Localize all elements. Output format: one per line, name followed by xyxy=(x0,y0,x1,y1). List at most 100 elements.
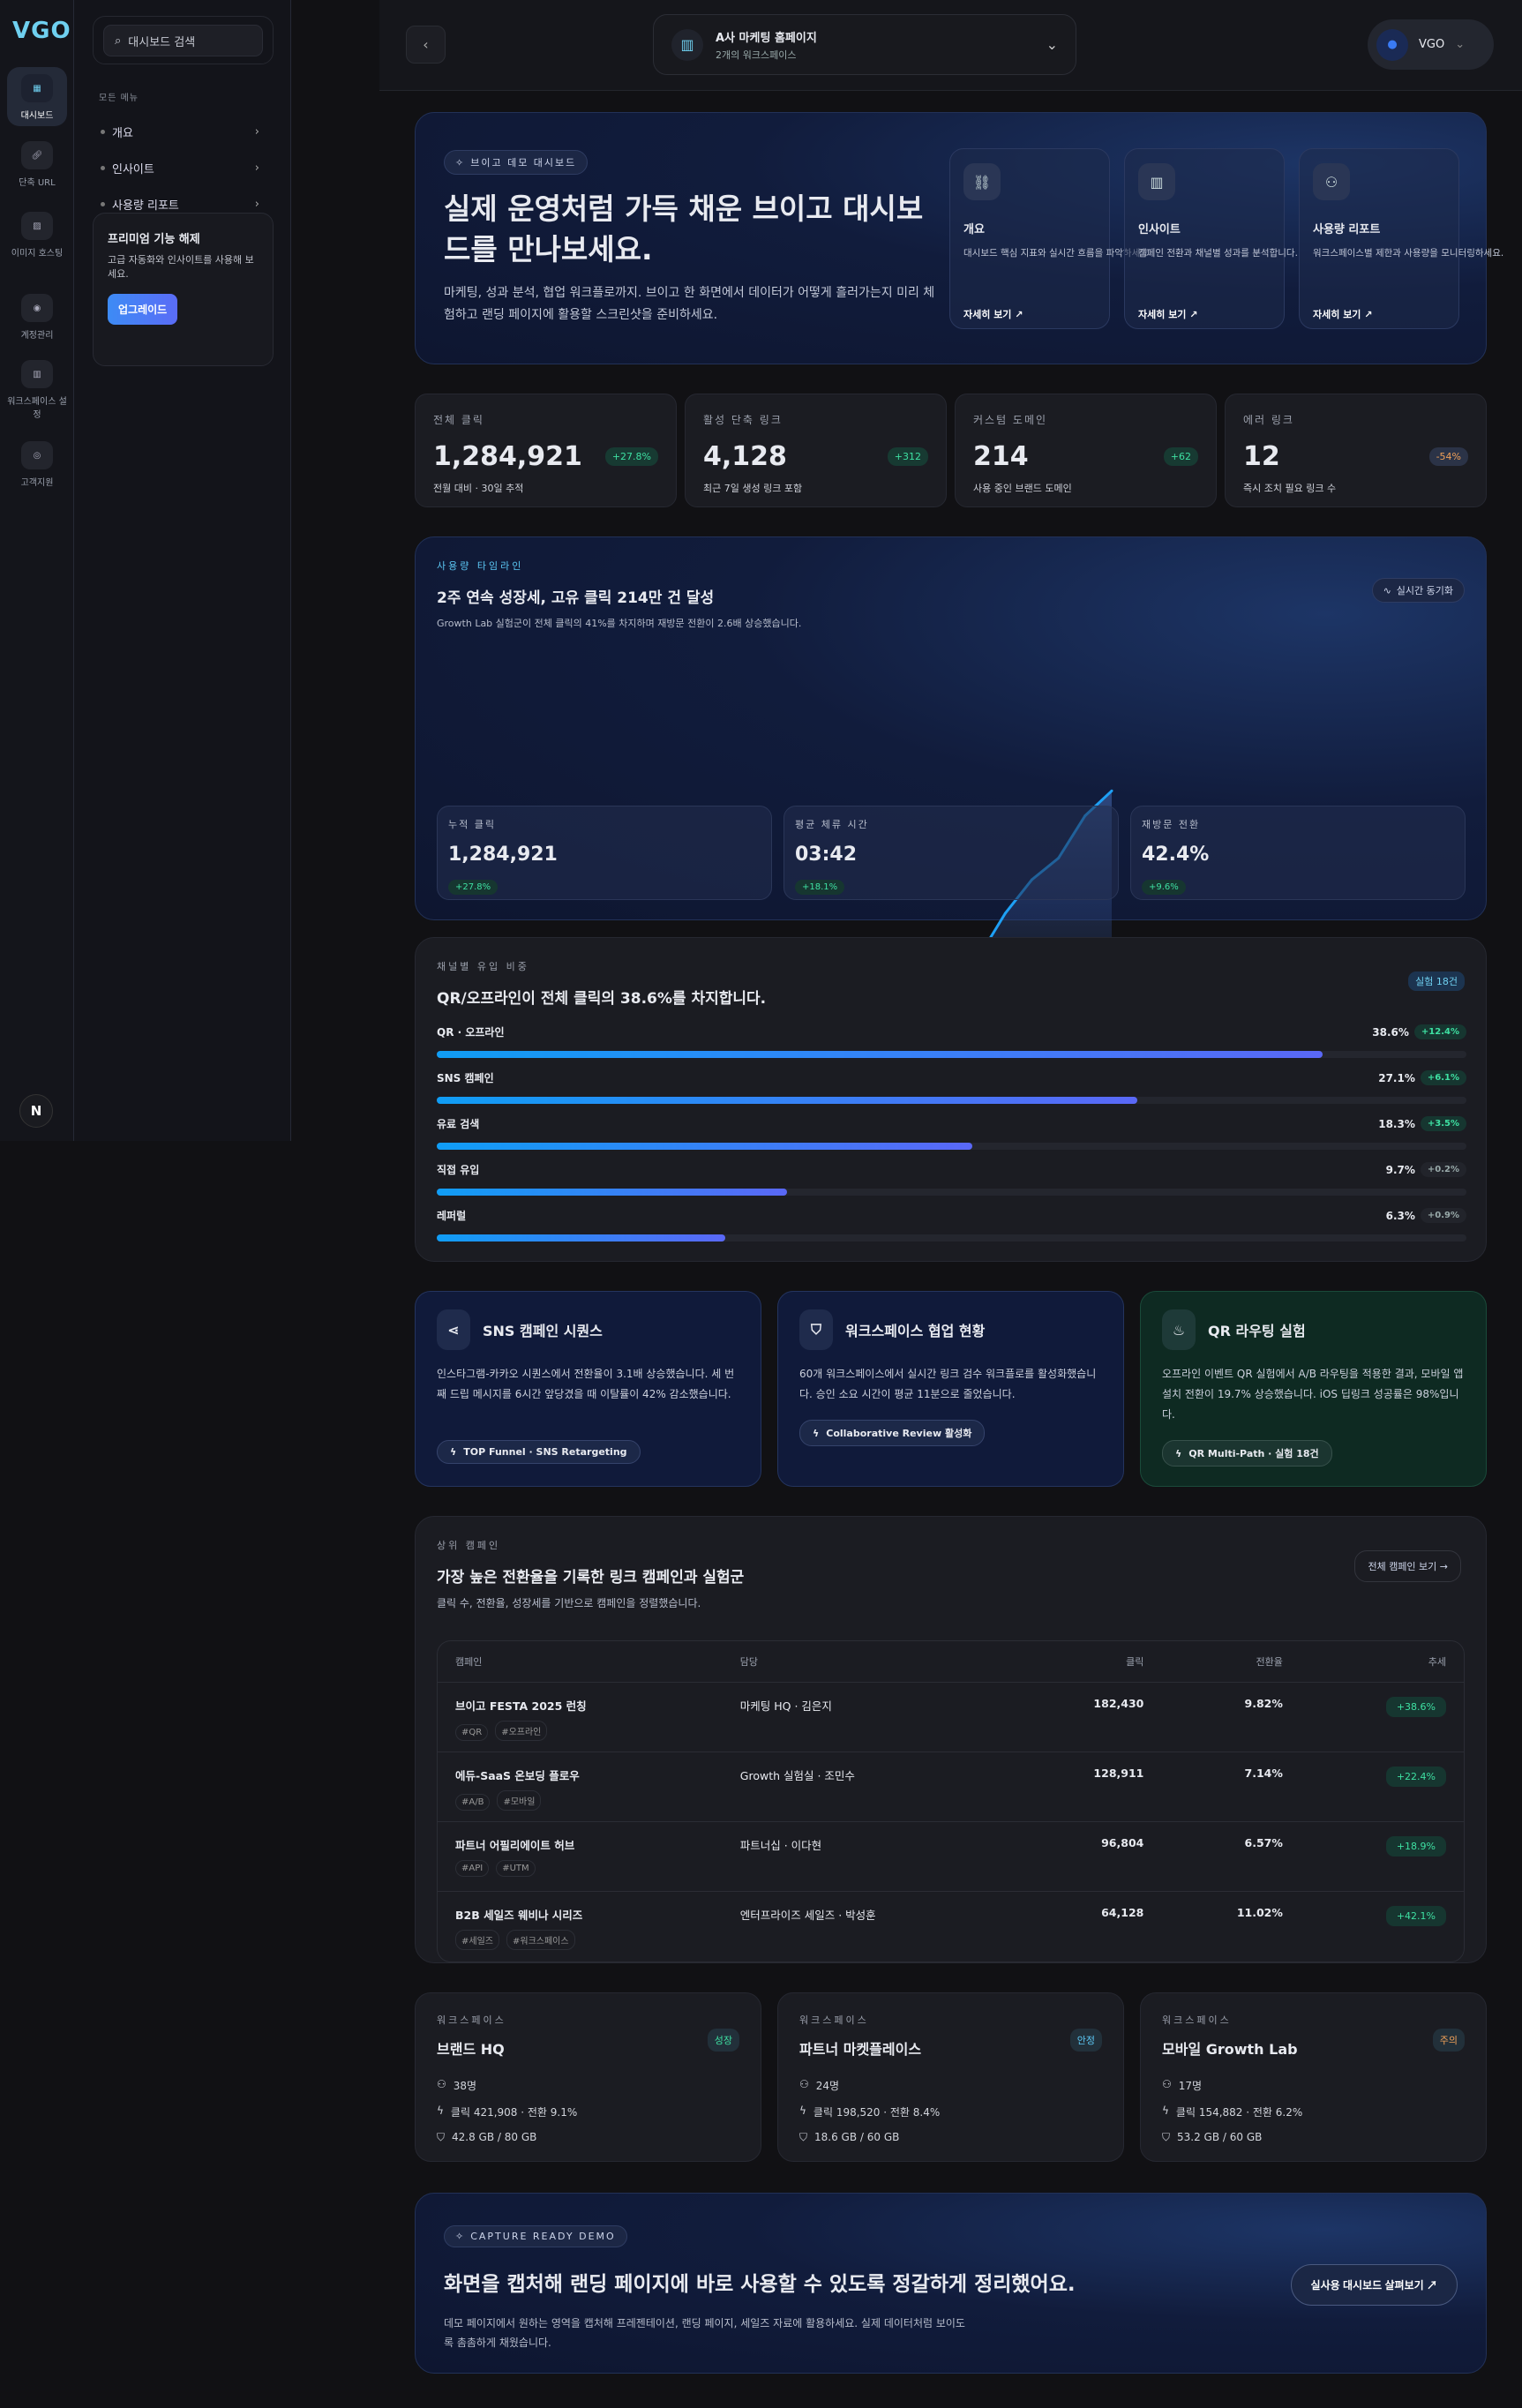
status-badge: 성장 xyxy=(707,2029,739,2052)
workspace-card[interactable]: 워크스페이스 파트너 마켓플레이스 안정 ⚇ 24명 ϟ 클릭 198,520 · 전환 8… xyxy=(777,1992,1124,2162)
premium-promo: 프리미엄 기능 해제 고급 자동화와 인사이트를 사용해 보세요. 업그레이드 xyxy=(93,213,274,366)
metric-cumulative-clicks: 누적 클릭 1,284,921 +27.8% xyxy=(437,806,772,900)
top-bar: ‹ ▥ A사 마케팅 홈페이지 2개의 워크스페이스 ⌄ ● VGO ⌄ xyxy=(379,0,1522,91)
kpi-custom-domains: 커스텀 도메인 214 사용 중인 브랜드 도메인 +62 xyxy=(955,394,1217,507)
lifebuoy-icon: ◎ xyxy=(21,441,53,469)
explore-dashboard-button[interactable]: 실사용 대시보드 살펴보기 ↗ xyxy=(1290,2264,1458,2306)
campaigns-title: 가장 높은 전환율을 기록한 링크 캠페인과 실험군 xyxy=(437,1569,745,1587)
status-badge: 안정 xyxy=(1069,2029,1102,2052)
bolt-icon: ϟ xyxy=(450,1446,457,1458)
channel-pct: 27.1% xyxy=(1378,1071,1415,1084)
rail-item-short-url[interactable]: 🔗︎ 단축 URL xyxy=(7,141,67,188)
channel-share-card: 채널별 유입 비중 QR/오프라인이 전체 클릭의 38.6%를 차지합니다. … xyxy=(415,937,1487,1262)
hero-card-insights[interactable]: ▥ 인사이트 캠페인 전환과 채널별 성과를 분석합니다. 자세히 보기 ↗ xyxy=(1124,148,1298,329)
campaign-tag: #세일즈 xyxy=(455,1930,499,1950)
campaign-name: 에듀-SaaS 온보딩 플로우 xyxy=(455,1769,580,1782)
table-row[interactable]: B2B 세일즈 웨비나 시리즈 #세일즈 #워크스페이스 엔터프라이즈 세일즈 · 박… xyxy=(438,1892,1464,1962)
view-all-campaigns-button[interactable]: 전체 캠페인 보기 → xyxy=(1354,1550,1461,1582)
feature-tag[interactable]: ϟ QR Multi-Path · 실험 18건 xyxy=(1162,1440,1332,1467)
hero-title: 실제 운영처럼 가득 채운 브이고 대시보드를 만나보세요. xyxy=(444,191,924,267)
timeline-title: 2주 연속 성장세, 고유 클릭 214만 건 달성 xyxy=(437,589,715,607)
channel-name: 유료 검색 xyxy=(437,1118,480,1130)
hero-pill: ✧ 브이고 데모 대시보드 xyxy=(444,150,589,175)
bar-chart-icon: ▥ xyxy=(1138,163,1175,200)
feature-tag[interactable]: ϟ TOP Funnel · SNS Retargeting xyxy=(437,1440,641,1464)
capture-cta-banner: ✧ CAPTURE READY DEMO 화면을 캡처해 랜딩 페이지에 바로 사… xyxy=(415,2193,1487,2374)
metric-revisit-conversion: 재방문 전환 42.4% +9.6% xyxy=(1130,806,1466,900)
workspace-selector[interactable]: ▥ A사 마케팅 홈페이지 2개의 워크스페이스 ⌄ xyxy=(653,14,1076,75)
trend-badge: +18.9% xyxy=(1385,1836,1446,1857)
channel-pct: 9.7% xyxy=(1385,1163,1415,1176)
users-icon: ⚇ xyxy=(437,2078,446,2090)
feature-card-qr-routing: ♨ QR 라우팅 실험 오프라인 이벤트 QR 실험에서 A/B 라우팅을 적용한 … xyxy=(1140,1291,1487,1487)
building-icon: ▥ xyxy=(671,28,703,61)
channel-bar-track xyxy=(437,1234,1466,1242)
workspace-card[interactable]: 워크스페이스 모바일 Growth Lab 주의 ⚇ 17명 ϟ 클릭 154,882 · … xyxy=(1140,1992,1487,2162)
image-icon: ▨ xyxy=(21,212,53,240)
delta-badge: +27.8% xyxy=(604,447,658,466)
bolt-icon: ϟ xyxy=(799,2104,806,2117)
channel-delta: +0.2% xyxy=(1420,1162,1466,1177)
details-link[interactable]: 자세히 보기 ↗ xyxy=(1313,309,1373,320)
cta-title: 화면을 캡처해 랜딩 페이지에 바로 사용할 수 있도록 정갈하게 정리했어요. xyxy=(444,2273,1076,2296)
channel-pct: 38.6% xyxy=(1372,1025,1409,1039)
channel-bar-track xyxy=(437,1189,1466,1196)
feature-card-sns: ⋖ SNS 캠페인 시퀀스 인스타그램-카카오 시퀀스에서 전환율이 3.1배 상승… xyxy=(415,1291,761,1487)
table-row[interactable]: 파트너 어필리에이트 허브 #API #UTM 파트너십 · 이다현 96,804 6.5… xyxy=(438,1821,1464,1892)
upgrade-button[interactable]: 업그레이드 xyxy=(108,293,178,325)
chevron-right-icon: › xyxy=(254,161,259,175)
menu-item-usage-report[interactable]: 사용량 리포트 › xyxy=(101,196,259,213)
hero-card-overview[interactable]: ⛓ 개요 대시보드 핵심 지표와 실시간 흐름을 파악하세요. 자세히 보기 ↗ xyxy=(949,148,1151,329)
cta-pill: ✧ CAPTURE READY DEMO xyxy=(444,2225,627,2247)
kpi-active-links: 활성 단축 링크 4,128 최근 7일 생성 링크 포함 +312 xyxy=(685,394,947,507)
channel-delta: +6.1% xyxy=(1420,1070,1466,1085)
feature-tag[interactable]: ϟ Collaborative Review 활성화 xyxy=(799,1420,986,1446)
search-icon: ⌕ xyxy=(115,34,122,48)
hero-desc: 마케팅, 성과 분석, 협업 워크플로까지. 브이고 한 화면에서 데이터가 어… xyxy=(444,286,935,322)
section-label: 모든 메뉴 xyxy=(99,94,139,103)
rail-item-account[interactable]: ◉ 계정관리 xyxy=(7,294,67,341)
chevron-left-icon: ‹ xyxy=(423,36,429,53)
menu-item-insights[interactable]: 인사이트 › xyxy=(101,160,259,176)
details-link[interactable]: 자세히 보기 ↗ xyxy=(963,309,1023,320)
channel-row: SNS 캠페인 27.1% +6.1% xyxy=(437,1070,1466,1104)
avatar: ● xyxy=(1376,28,1408,61)
grid-icon: ▦ xyxy=(21,74,53,102)
menu-item-overview[interactable]: 개요 › xyxy=(101,124,259,140)
channel-bar-fill xyxy=(437,1143,972,1150)
rail-item-workspace-settings[interactable]: ▥ 워크스페이스 설정 xyxy=(7,360,67,420)
logo[interactable]: VGO xyxy=(12,18,71,44)
rail-item-dashboard[interactable]: ▦ 대시보드 xyxy=(7,67,67,126)
channel-bar-fill xyxy=(437,1051,1323,1058)
channel-delta: +12.4% xyxy=(1413,1024,1466,1039)
bullet-icon xyxy=(101,166,105,170)
bolt-icon: ϟ xyxy=(1162,2104,1169,2117)
details-link[interactable]: 자세히 보기 ↗ xyxy=(1138,309,1198,320)
channel-bar-fill xyxy=(437,1097,1137,1104)
campaign-tag: #워크스페이스 xyxy=(506,1930,575,1950)
promo-desc: 고급 자동화와 인사이트를 사용해 보세요. xyxy=(108,254,254,280)
workspace-card[interactable]: 워크스페이스 브랜드 HQ 성장 ⚇ 38명 ϟ 클릭 421,908 · 전환 9.1% ⛉… xyxy=(415,1992,761,2162)
channel-title: QR/오프라인이 전체 클릭의 38.6%를 차지합니다. xyxy=(437,990,767,1008)
table-row[interactable]: 에듀-SaaS 온보딩 플로우 #A/B #모바일 Growth 실험실 · 조민수 1… xyxy=(438,1752,1464,1822)
back-button[interactable]: ‹ xyxy=(406,26,446,64)
bolt-icon: ϟ xyxy=(437,2104,444,2117)
sidebar: ⌕ 대시보드 검색 모든 메뉴 개요 › 인사이트 › 사용량 리포트 › 프리미엄 기… xyxy=(74,0,291,1141)
hero-card-usage-report[interactable]: ⚇ 사용량 리포트 워크스페이스별 제한과 사용량을 모니터링하세요. 자세히 보기 … xyxy=(1299,148,1503,329)
user-menu[interactable]: ● VGO ⌄ xyxy=(1368,19,1494,70)
chart-point xyxy=(1003,911,1007,915)
share-icon: ⋖ xyxy=(437,1309,470,1350)
channel-bar-track xyxy=(437,1051,1466,1058)
realtime-sync-button[interactable]: ∿ 실시간 동기화 xyxy=(1371,578,1465,603)
rail-item-image-hosting[interactable]: ▨ 이미지 호스팅 xyxy=(7,212,67,259)
n-badge-button[interactable]: N xyxy=(19,1094,53,1128)
channel-bar-fill xyxy=(437,1189,787,1196)
search-input[interactable]: ⌕ 대시보드 검색 xyxy=(103,25,263,56)
delta-badge: +312 xyxy=(887,447,928,466)
campaign-tag: #QR xyxy=(455,1724,489,1741)
table-row[interactable]: 브이고 FESTA 2025 런칭 #QR #오프라인 마케팅 HQ · 김은지 182… xyxy=(438,1682,1464,1752)
campaign-tag: #오프라인 xyxy=(495,1721,548,1741)
delta-badge: -54% xyxy=(1428,447,1468,466)
rail-item-support[interactable]: ◎ 고객지원 xyxy=(7,441,67,488)
bolt-icon: ϟ xyxy=(1175,1447,1182,1459)
